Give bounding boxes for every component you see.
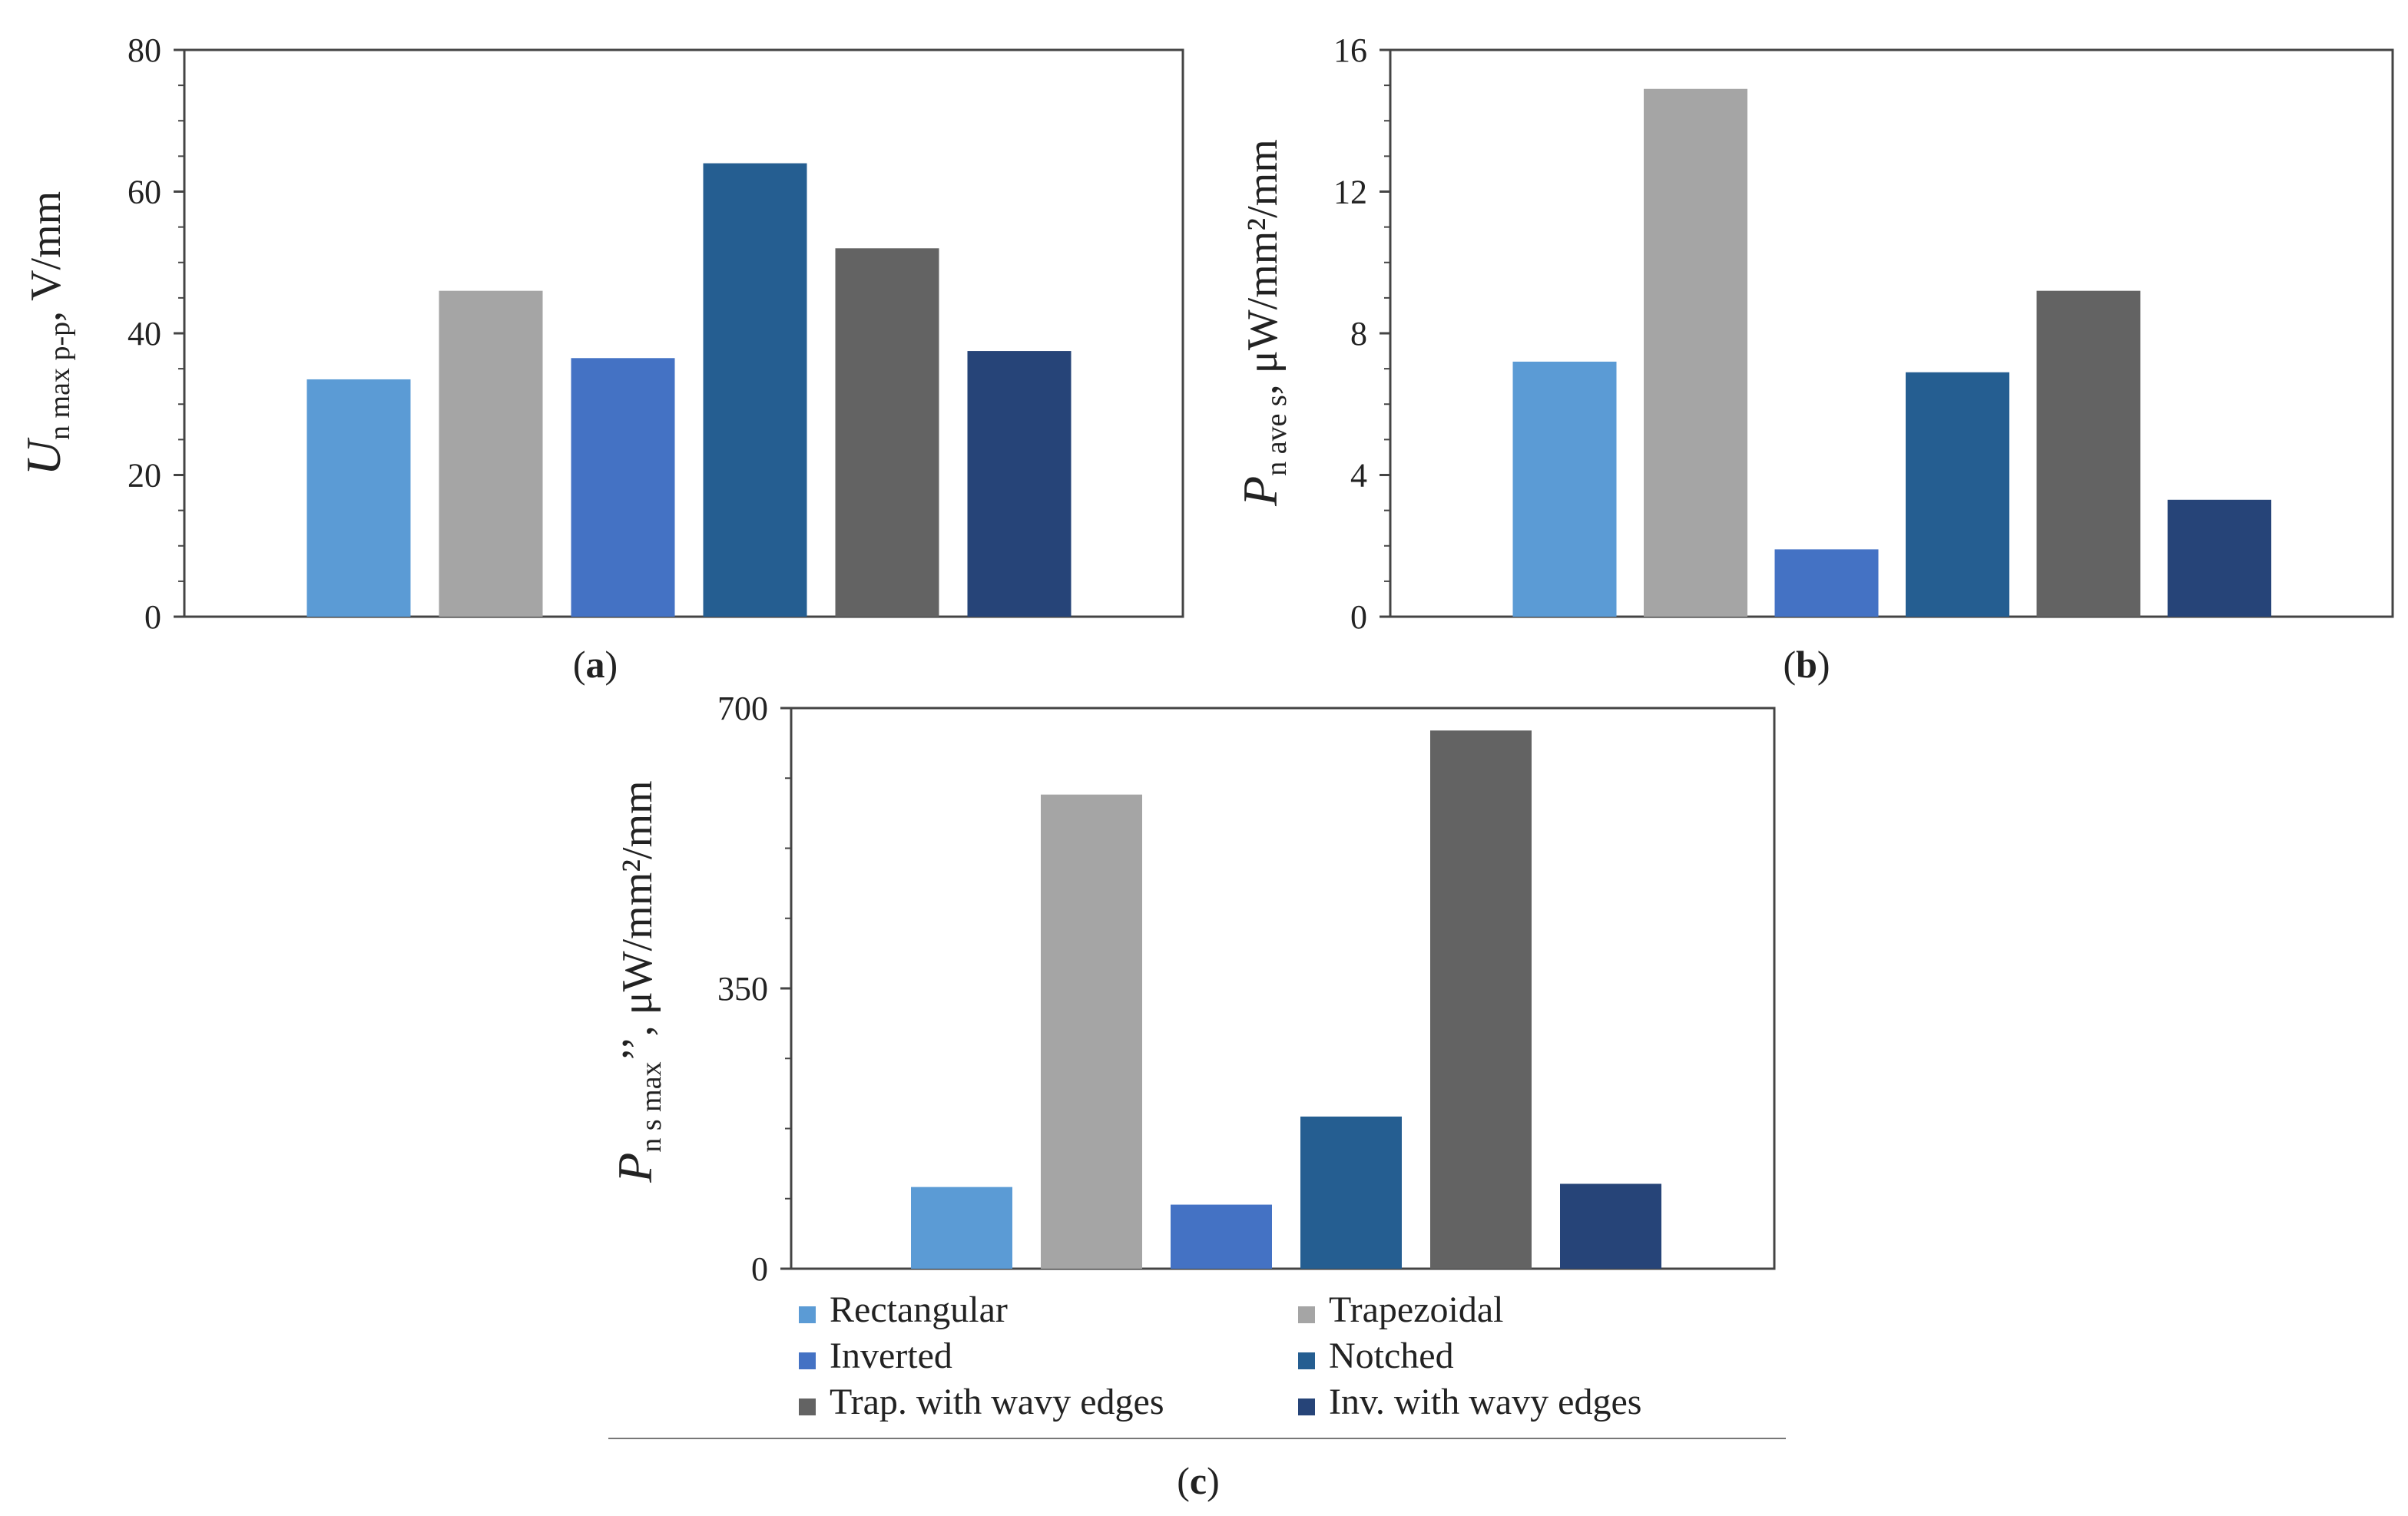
legend-swatch-trap-with-wavy-edges — [799, 1398, 816, 1415]
legend-label-inverted: Inverted — [830, 1336, 952, 1376]
bar-a-rectangular — [306, 379, 411, 617]
caption-letter-b: b — [1796, 643, 1817, 686]
y-tick-label-c: 700 — [717, 690, 768, 727]
bar-c-inv-with-wavy-edges — [1560, 1183, 1661, 1269]
caption-a: (a) — [573, 643, 618, 686]
caption-c: (c) — [1177, 1459, 1220, 1502]
y-tick-label-a: 20 — [128, 457, 161, 495]
legend-label-inv-with-wavy-edges: Inv. with wavy edges — [1329, 1382, 1641, 1422]
bar-b-trapezoidal — [1644, 88, 1747, 617]
panel-c: 0 350 700 Pn s max’’, μW/mm²/mm — [608, 690, 1776, 1288]
bar-a-notched — [703, 163, 807, 617]
legend-label-trap-with-wavy-edges: Trap. with wavy edges — [830, 1382, 1164, 1422]
y-tick-label-b: 8 — [1350, 315, 1367, 353]
y-tick-label-b: 16 — [1333, 31, 1367, 69]
legend-swatch-rectangular — [799, 1306, 816, 1323]
bar-b-notched — [1906, 372, 2009, 617]
bar-a-inv-with-wavy-edges — [967, 351, 1072, 617]
y-ticks-c: 0 350 700 — [717, 690, 791, 1288]
bar-a-inverted — [571, 358, 675, 617]
bar-c-trapezoidal — [1041, 794, 1142, 1269]
bars-b — [1512, 88, 2271, 617]
panel-b: 0 4 8 12 16 Pn ave s, μW/mm²/mm (b) — [1233, 31, 2394, 686]
legend-swatch-inv-with-wavy-edges — [1298, 1398, 1315, 1415]
y-axis-unit-a: , V/mm — [22, 191, 70, 322]
bar-c-inverted — [1171, 1204, 1272, 1269]
legend-label-notched: Notched — [1329, 1336, 1454, 1376]
legend-swatch-trapezoidal — [1298, 1306, 1315, 1323]
bar-b-inverted — [1774, 549, 1879, 617]
caption-b: (b) — [1783, 643, 1830, 686]
caption-letter-a: a — [586, 643, 605, 686]
y-tick-label-c: 350 — [717, 970, 768, 1008]
y-tick-label-b: 4 — [1350, 457, 1367, 495]
y-tick-label-b: 12 — [1333, 174, 1367, 211]
legend: Rectangular Trapezoidal Inverted Notched Tra… — [799, 1289, 1641, 1422]
bar-c-notched — [1300, 1116, 1402, 1269]
y-axis-label-a: Un max p-p, V/mm — [16, 191, 76, 475]
bar-b-trap-with-wavy-edges — [2036, 290, 2141, 617]
y-axis-unit-b: , μW/mm²/mm — [1239, 139, 1287, 395]
bars-c — [911, 730, 1661, 1269]
bar-b-rectangular — [1512, 361, 1617, 617]
bar-c-trap-with-wavy-edges — [1430, 730, 1532, 1269]
y-tick-label-c: 0 — [751, 1250, 768, 1288]
legend-swatch-inverted — [799, 1352, 816, 1369]
y-ticks-a: 0 20 40 60 80 — [128, 31, 184, 636]
y-axis-symbol-b: P — [1233, 476, 1287, 507]
panel-a: 0 20 40 60 80 Un max p-p, V/mm (a) — [16, 31, 1184, 686]
legend-swatch-notched — [1298, 1352, 1315, 1369]
legend-label-rectangular: Rectangular — [830, 1289, 1008, 1330]
y-tick-label-a: 0 — [144, 598, 161, 636]
y-axis-label-b: Pn ave s, μW/mm²/mm — [1233, 139, 1293, 507]
y-ticks-b: 0 4 8 12 16 — [1333, 31, 1390, 636]
bar-a-trap-with-wavy-edges — [835, 248, 939, 617]
y-axis-symbol-a: U — [16, 437, 71, 475]
bar-a-trapezoidal — [439, 290, 543, 617]
y-axis-subscript-c: n s max — [635, 1061, 667, 1152]
y-axis-subscript-a: n max p-p — [44, 322, 76, 440]
bar-b-inv-with-wavy-edges — [2168, 499, 2271, 617]
plot-area-c — [790, 707, 1776, 1270]
caption-letter-c: c — [1190, 1459, 1207, 1502]
legend-label-trapezoidal: Trapezoidal — [1329, 1289, 1504, 1330]
bar-c-rectangular — [911, 1187, 1012, 1269]
y-tick-label-a: 60 — [128, 174, 161, 211]
y-tick-label-a: 40 — [128, 315, 161, 353]
y-axis-label-c: Pn s max’’, μW/mm²/mm — [608, 780, 667, 1183]
y-axis-subscript-b: n ave s — [1260, 395, 1293, 476]
y-tick-label-b: 0 — [1350, 598, 1367, 636]
bars-a — [306, 163, 1072, 617]
y-axis-unit-c: ’’, μW/mm²/mm — [614, 780, 661, 1061]
y-axis-symbol-c: P — [608, 1153, 662, 1183]
y-tick-label-a: 80 — [128, 31, 161, 69]
